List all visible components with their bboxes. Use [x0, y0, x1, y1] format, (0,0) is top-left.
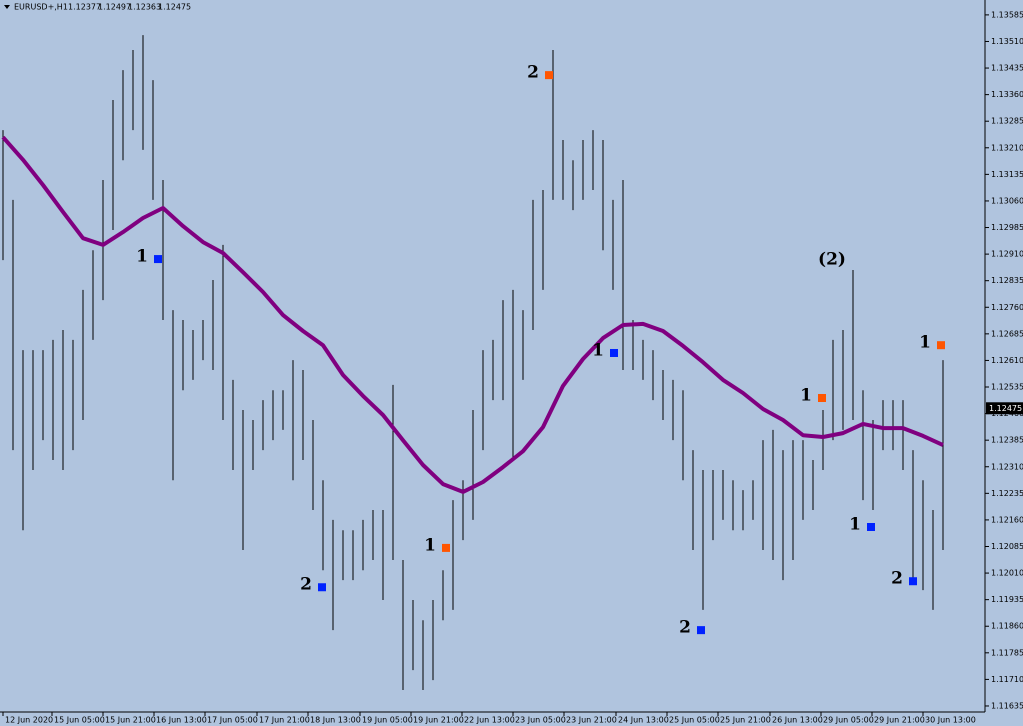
signal-label: (2)	[818, 250, 846, 270]
y-tick-label: 1.12610	[991, 356, 1023, 365]
x-tick-label: 23 Jun 21:00	[566, 716, 617, 725]
low-value: 1.12363	[128, 3, 161, 12]
y-tick-label: 1.12310	[991, 462, 1023, 471]
y-tick-label: 1.12985	[991, 223, 1023, 232]
signal-label: 1	[592, 340, 604, 360]
y-tick-label: 1.12835	[991, 276, 1023, 285]
signal-label: 1	[919, 333, 931, 353]
moving-average	[1, 135, 944, 494]
x-tick-label: 26 Jun 13:00	[772, 716, 823, 725]
high-value: 1.12497	[98, 3, 131, 12]
y-tick-label: 1.12760	[991, 303, 1023, 312]
current-price-box	[986, 402, 1023, 415]
y-tick-label: 1.11635	[991, 701, 1023, 710]
x-tick-label: 29 Jun 21:00	[874, 716, 925, 725]
y-tick-label: 1.13285	[991, 117, 1023, 126]
y-tick-label: 1.13210	[991, 143, 1023, 152]
y-tick-label: 1.11785	[991, 648, 1023, 657]
signal-marker	[442, 543, 450, 552]
x-tick-label: 22 Jun 13:00	[464, 716, 515, 725]
signal-marker	[318, 583, 326, 592]
signal-label: 2	[679, 618, 691, 638]
open-value: 1.12377	[68, 3, 101, 12]
y-tick-label: 1.12160	[991, 515, 1023, 524]
close-value: 1.12475	[158, 3, 191, 12]
y-tick-label: 1.12385	[991, 436, 1023, 445]
y-tick-label: 1.13435	[991, 64, 1023, 73]
x-tick-label: 17 Jun 05:00	[207, 716, 258, 725]
y-tick-label: 1.13585	[991, 10, 1023, 19]
x-tick-label: 19 Jun 05:00	[362, 716, 413, 725]
signal-label: 1	[424, 535, 436, 555]
x-tick-label: 19 Jun 21:00	[413, 716, 464, 725]
x-tick-label: 16 Jun 13:00	[156, 716, 207, 725]
menu-arrow[interactable]	[4, 5, 10, 9]
signal-label: 1	[136, 247, 148, 267]
signal-marker	[545, 71, 553, 80]
x-tick-label: 25 Jun 21:00	[720, 716, 771, 725]
signal-label: 2	[300, 575, 312, 595]
y-tick-label: 1.11710	[991, 675, 1023, 684]
signal-marker	[610, 348, 618, 357]
y-tick-label: 1.12235	[991, 489, 1023, 498]
signal-label: 2	[527, 63, 539, 83]
y-tick-label: 1.12535	[991, 383, 1023, 392]
y-tick-label: 1.12685	[991, 329, 1023, 338]
signal-marker	[909, 577, 917, 586]
x-tick-label: 18 Jun 13:00	[310, 716, 361, 725]
signal-marker	[697, 626, 705, 635]
x-tick-label: 30 Jun 13:00	[925, 716, 976, 725]
x-tick-label: 12 Jun 2020	[5, 716, 53, 725]
current-price-label: 1.12475	[989, 404, 1022, 413]
y-tick-label: 1.12910	[991, 250, 1023, 259]
x-tick-label: 24 Jun 13:00	[618, 716, 669, 725]
x-tick-label: 15 Jun 05:00	[54, 716, 105, 725]
x-tick-label: 17 Jun 21:00	[259, 716, 310, 725]
y-tick-label: 1.13510	[991, 37, 1023, 46]
y-tick-label: 1.12010	[991, 569, 1023, 578]
signal-marker	[867, 523, 875, 532]
x-tick-label: 25 Jun 05:00	[669, 716, 720, 725]
signal-marker	[818, 393, 826, 402]
signal-marker	[154, 255, 162, 264]
y-tick-label: 1.11935	[991, 595, 1023, 604]
x-tick-label: 23 Jun 05:00	[515, 716, 566, 725]
y-tick-label: 1.13060	[991, 196, 1023, 205]
signal-label: 1	[849, 515, 861, 535]
y-tick-label: 1.11860	[991, 622, 1023, 631]
y-tick-label: 1.13135	[991, 170, 1023, 179]
x-tick-label: 15 Jun 21:00	[105, 716, 156, 725]
signal-label: 2	[891, 569, 903, 589]
signal-marker	[937, 341, 945, 350]
symbol: EURUSD+,H1	[14, 3, 68, 12]
y-tick-label: 1.12085	[991, 542, 1023, 551]
signal-label: 1	[800, 385, 812, 405]
y-tick-label: 1.13360	[991, 90, 1023, 99]
x-tick-label: 29 Jun 05:00	[823, 716, 874, 725]
